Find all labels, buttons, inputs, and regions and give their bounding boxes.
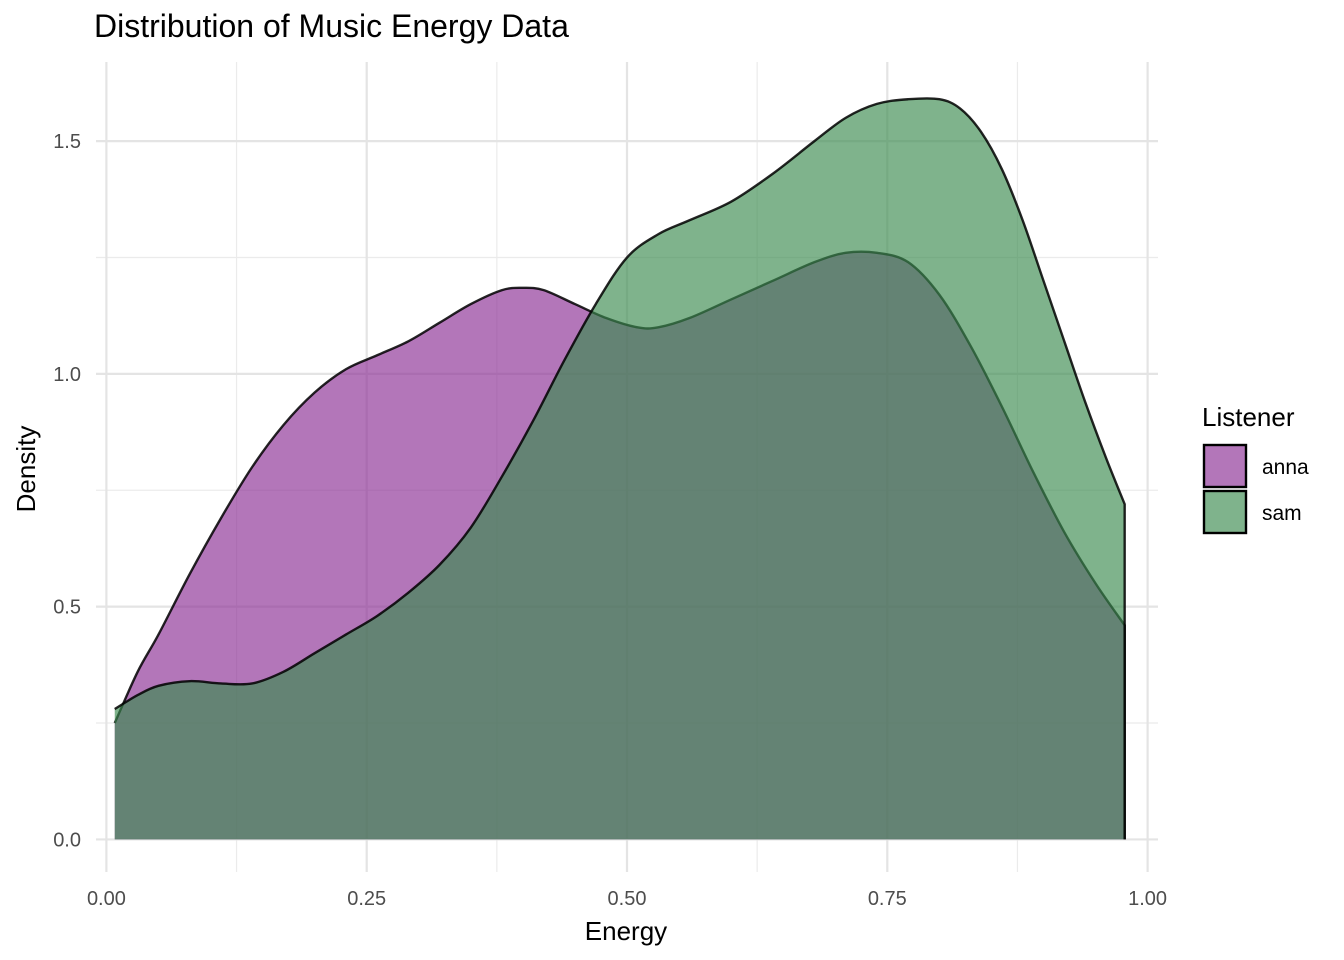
y-tick-label: 1.0 [53, 364, 81, 386]
y-tick-label: 0.5 [53, 597, 81, 619]
y-axis-ticks: 0.0 0.5 1.0 1.5 [53, 131, 81, 851]
y-tick-label: 1.5 [53, 131, 81, 153]
chart-title: Distribution of Music Energy Data [94, 8, 569, 44]
density-areas [113, 97, 1126, 840]
legend-items: anna sam [1202, 443, 1309, 535]
x-axis-title: Energy [585, 916, 667, 946]
legend-key-sam [1202, 489, 1248, 535]
y-axis-title: Density [11, 426, 41, 513]
density-outline-sam [114, 97, 1126, 840]
legend: Listener anna sam [1202, 402, 1309, 535]
x-axis-ticks: 0.00 0.25 0.50 0.75 1.00 [87, 888, 1167, 910]
x-tick-label: 0.00 [87, 888, 126, 910]
x-tick-label: 0.25 [347, 888, 386, 910]
x-tick-label: 1.00 [1128, 888, 1167, 910]
y-tick-label: 0.0 [53, 829, 81, 851]
legend-key-anna [1202, 443, 1248, 489]
legend-title: Listener [1202, 402, 1295, 432]
legend-label-sam: sam [1262, 502, 1302, 525]
legend-label-anna: anna [1262, 456, 1309, 479]
x-tick-label: 0.75 [868, 888, 907, 910]
density-area-sam [114, 98, 1125, 840]
x-tick-label: 0.50 [608, 888, 647, 910]
